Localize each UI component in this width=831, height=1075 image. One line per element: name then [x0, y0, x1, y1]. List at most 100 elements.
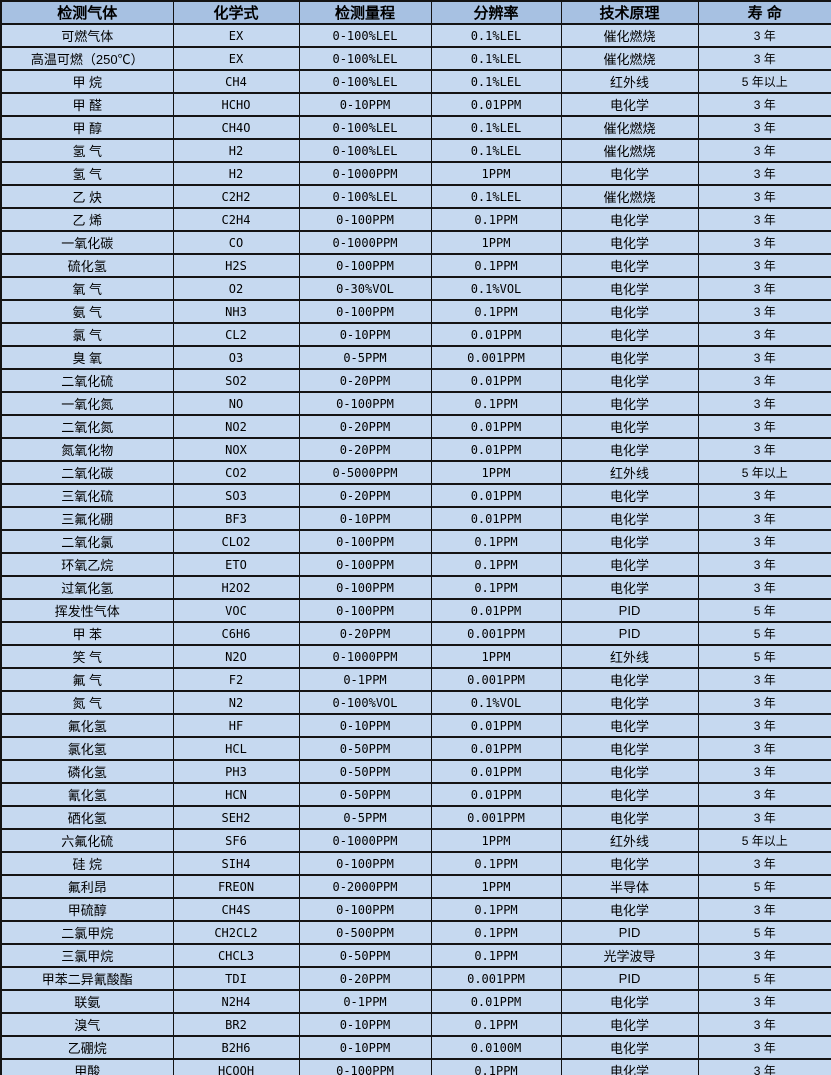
formula-cell: H2: [172, 161, 300, 186]
principle-cell: 半导体: [560, 874, 699, 899]
range-cell: 0-2000PPM: [298, 874, 432, 899]
resolution-cell: 1PPM: [430, 161, 562, 186]
range-cell: 0-5PPM: [298, 345, 432, 370]
resolution-cell: 0.1%LEL: [430, 46, 562, 71]
formula-cell: PH3: [172, 759, 300, 784]
principle-cell: 电化学: [560, 253, 699, 278]
gas-name-cell: 二氧化氯: [0, 529, 174, 554]
principle-cell: 电化学: [560, 759, 699, 784]
table-row: 氟 气 F2 0-1PPM 0.001PPM 电化学 3 年: [0, 667, 831, 692]
range-cell: 0-30%VOL: [298, 276, 432, 301]
principle-cell: 催化燃烧: [560, 23, 699, 48]
formula-cell: CL2: [172, 322, 300, 347]
formula-cell: BR2: [172, 1012, 300, 1037]
gas-name-cell: 甲 醇: [0, 115, 174, 140]
principle-cell: 催化燃烧: [560, 138, 699, 163]
resolution-cell: 0.01PPM: [430, 437, 562, 462]
range-cell: 0-100%LEL: [298, 46, 432, 71]
principle-cell: 电化学: [560, 322, 699, 347]
principle-cell: 催化燃烧: [560, 46, 699, 71]
formula-cell: EX: [172, 23, 300, 48]
resolution-cell: 1PPM: [430, 828, 562, 853]
header-row: 检测气体 化学式 检测量程 分辨率 技术原理 寿 命: [0, 0, 831, 25]
gas-name-cell: 氢 气: [0, 161, 174, 186]
range-cell: 0-100%LEL: [298, 23, 432, 48]
lifespan-cell: 3 年: [697, 690, 831, 715]
table-row: 乙 炔 C2H2 0-100%LEL 0.1%LEL 催化燃烧 3 年: [0, 184, 831, 209]
formula-cell: ETO: [172, 552, 300, 577]
gas-name-cell: 硒化氢: [0, 805, 174, 830]
table-row: 甲硫醇 CH4S 0-100PPM 0.1PPM 电化学 3 年: [0, 897, 831, 922]
gas-name-cell: 氮氧化物: [0, 437, 174, 462]
formula-cell: HCOOH: [172, 1058, 300, 1075]
range-cell: 0-5000PPM: [298, 460, 432, 485]
gas-name-cell: 二氧化氮: [0, 414, 174, 439]
table-row: 可燃气体 EX 0-100%LEL 0.1%LEL 催化燃烧 3 年: [0, 23, 831, 48]
table-row: 氟利昂 FREON 0-2000PPM 1PPM 半导体 5 年: [0, 874, 831, 899]
resolution-cell: 0.1PPM: [430, 575, 562, 600]
resolution-cell: 0.1PPM: [430, 529, 562, 554]
column-header-principle: 技术原理: [560, 0, 699, 25]
resolution-cell: 0.1%LEL: [430, 184, 562, 209]
range-cell: 0-10PPM: [298, 1012, 432, 1037]
principle-cell: 电化学: [560, 483, 699, 508]
resolution-cell: 0.001PPM: [430, 621, 562, 646]
formula-cell: NO2: [172, 414, 300, 439]
range-cell: 0-20PPM: [298, 621, 432, 646]
table-row: 三氯甲烷 CHCL3 0-50PPM 0.1PPM 光学波导 3 年: [0, 943, 831, 968]
lifespan-cell: 3 年: [697, 483, 831, 508]
range-cell: 0-100%VOL: [298, 690, 432, 715]
table-row: 氢 气 H2 0-1000PPM 1PPM 电化学 3 年: [0, 161, 831, 186]
formula-cell: HCN: [172, 782, 300, 807]
formula-cell: CH4S: [172, 897, 300, 922]
lifespan-cell: 5 年: [697, 621, 831, 646]
formula-cell: SF6: [172, 828, 300, 853]
gas-name-cell: 三氧化硫: [0, 483, 174, 508]
lifespan-cell: 3 年: [697, 138, 831, 163]
lifespan-cell: 3 年: [697, 184, 831, 209]
lifespan-cell: 3 年: [697, 345, 831, 370]
formula-cell: VOC: [172, 598, 300, 623]
gas-name-cell: 一氧化碳: [0, 230, 174, 255]
table-row: 氮 气 N2 0-100%VOL 0.1%VOL 电化学 3 年: [0, 690, 831, 715]
formula-cell: O2: [172, 276, 300, 301]
principle-cell: 电化学: [560, 529, 699, 554]
resolution-cell: 0.1PPM: [430, 1058, 562, 1075]
range-cell: 0-100PPM: [298, 1058, 432, 1075]
principle-cell: 电化学: [560, 782, 699, 807]
resolution-cell: 0.01PPM: [430, 736, 562, 761]
table-row: 氮氧化物 NOX 0-20PPM 0.01PPM 电化学 3 年: [0, 437, 831, 462]
column-header-gas: 检测气体: [0, 0, 174, 25]
formula-cell: C2H2: [172, 184, 300, 209]
resolution-cell: 0.1PPM: [430, 299, 562, 324]
lifespan-cell: 3 年: [697, 92, 831, 117]
gas-name-cell: 甲 苯: [0, 621, 174, 646]
resolution-cell: 0.001PPM: [430, 667, 562, 692]
formula-cell: SO2: [172, 368, 300, 393]
resolution-cell: 0.1PPM: [430, 943, 562, 968]
gas-name-cell: 氯化氢: [0, 736, 174, 761]
principle-cell: 电化学: [560, 276, 699, 301]
lifespan-cell: 3 年: [697, 575, 831, 600]
table-row: 氯 气 CL2 0-10PPM 0.01PPM 电化学 3 年: [0, 322, 831, 347]
principle-cell: 电化学: [560, 690, 699, 715]
resolution-cell: 0.1%LEL: [430, 138, 562, 163]
gas-name-cell: 二氧化硫: [0, 368, 174, 393]
lifespan-cell: 3 年: [697, 667, 831, 692]
resolution-cell: 0.01PPM: [430, 414, 562, 439]
principle-cell: 电化学: [560, 713, 699, 738]
gas-name-cell: 联氨: [0, 989, 174, 1014]
resolution-cell: 1PPM: [430, 644, 562, 669]
range-cell: 0-100%LEL: [298, 138, 432, 163]
gas-name-cell: 溴气: [0, 1012, 174, 1037]
table-row: 乙硼烷 B2H6 0-10PPM 0.0100M 电化学 3 年: [0, 1035, 831, 1060]
lifespan-cell: 3 年: [697, 230, 831, 255]
lifespan-cell: 5 年: [697, 644, 831, 669]
gas-name-cell: 一氧化氮: [0, 391, 174, 416]
table-row: 氟化氢 HF 0-10PPM 0.01PPM 电化学 3 年: [0, 713, 831, 738]
principle-cell: 电化学: [560, 552, 699, 577]
table-row: 二氧化碳 CO2 0-5000PPM 1PPM 红外线 5 年以上: [0, 460, 831, 485]
formula-cell: CH4O: [172, 115, 300, 140]
lifespan-cell: 5 年: [697, 598, 831, 623]
